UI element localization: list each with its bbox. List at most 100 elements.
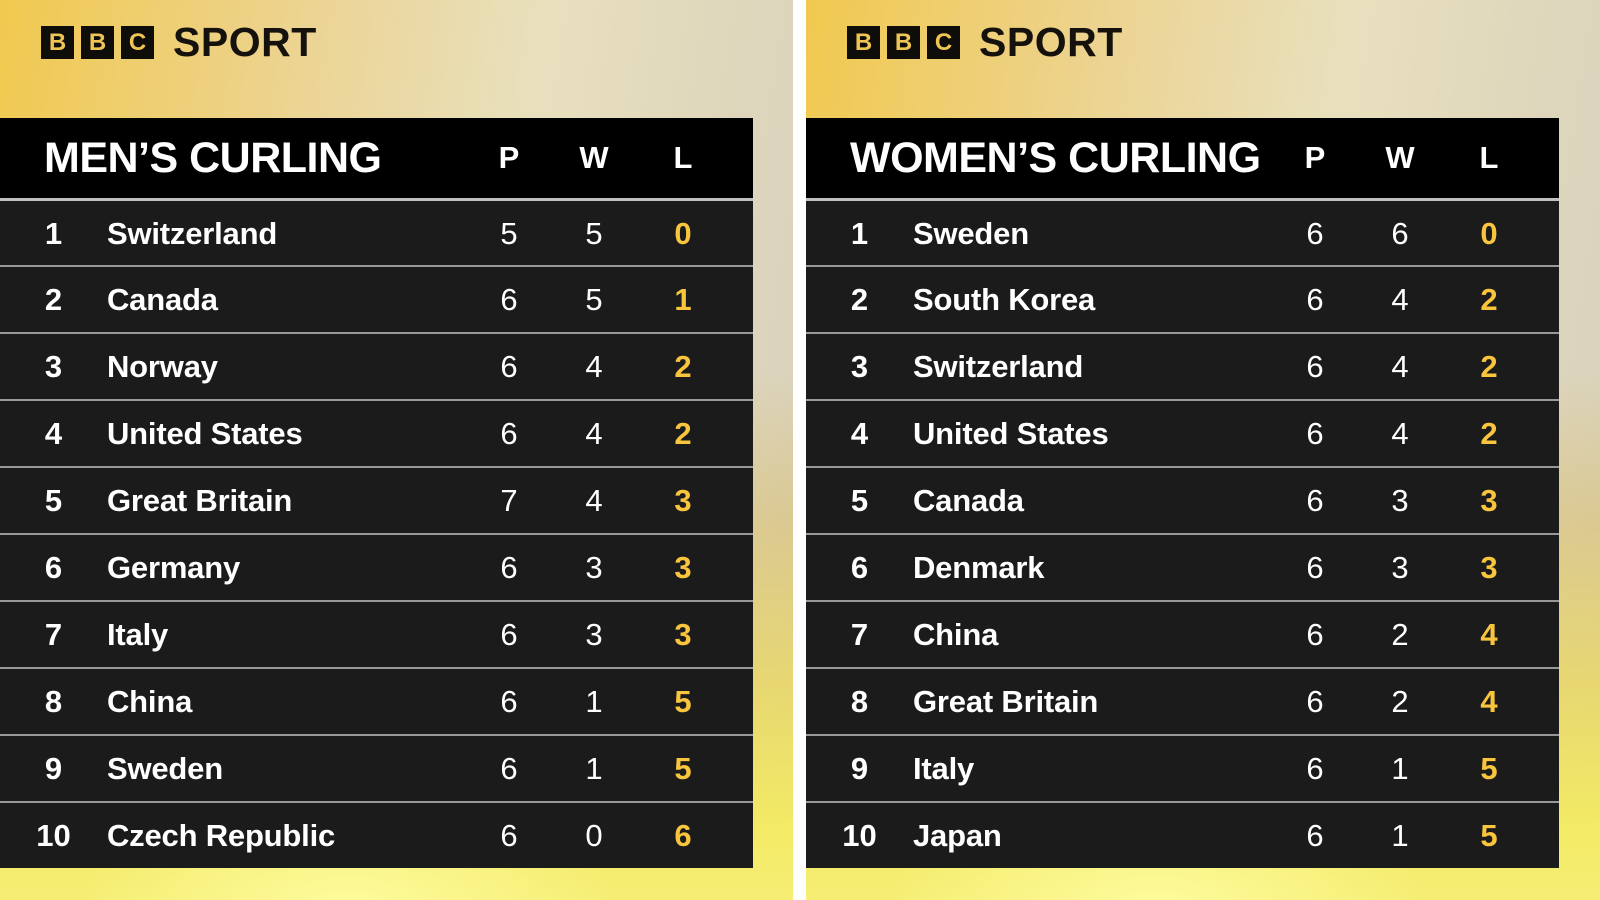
team-name: United States <box>107 416 303 451</box>
team-name: China <box>913 617 999 652</box>
stat-lost: 6 <box>674 818 692 853</box>
table-row: 7 Italy 6 3 3 <box>0 600 753 667</box>
team-name: Czech Republic <box>107 818 336 853</box>
stat-played: 6 <box>1306 215 1324 251</box>
stat-played: 6 <box>1306 282 1324 317</box>
bbc-logo-block: C <box>927 26 960 59</box>
table-row: 4 United States 6 4 2 <box>806 399 1559 466</box>
stat-won: 5 <box>585 282 603 317</box>
stat-lost: 0 <box>1480 215 1498 251</box>
stat-played: 5 <box>500 215 518 251</box>
rank: 7 <box>44 617 63 652</box>
stat-played: 6 <box>500 349 518 384</box>
stat-lost: 5 <box>1480 818 1498 853</box>
stat-played: 6 <box>1306 349 1324 384</box>
team-name: Great Britain <box>107 483 293 518</box>
table-row: 8 China 6 1 5 <box>0 667 753 734</box>
team-name: Italy <box>107 617 169 652</box>
rank: 2 <box>850 282 869 317</box>
stat-lost: 5 <box>674 684 692 719</box>
bbc-logo-letter: C <box>934 28 953 56</box>
rank: 5 <box>850 483 869 518</box>
stat-won: 4 <box>1391 349 1409 384</box>
stat-played: 6 <box>500 550 518 585</box>
panel-mens-curling: B B C SPORT MEN’S CURLING P W L 1 Switzer… <box>0 0 793 900</box>
table-row: 5 Great Britain 7 4 3 <box>0 466 753 533</box>
stat-played: 7 <box>500 483 518 518</box>
rank: 5 <box>44 483 63 518</box>
team-name: South Korea <box>913 282 1096 317</box>
womens-standings-table: WOMEN’S CURLING P W L 1 Sweden 6 6 0 2 South K… <box>806 118 1559 868</box>
bbc-logo-block: B <box>847 26 880 59</box>
team-name: United States <box>913 416 1109 451</box>
table-row: 1 Switzerland 5 5 0 <box>0 198 753 265</box>
rank: 10 <box>36 818 71 853</box>
column-header-won: W <box>1385 140 1415 175</box>
stat-lost: 2 <box>1480 416 1498 451</box>
sport-wordmark: SPORT <box>173 19 317 65</box>
stat-won: 4 <box>1391 282 1409 317</box>
team-name: Sweden <box>107 751 223 786</box>
table-row: 2 South Korea 6 4 2 <box>806 265 1559 332</box>
rank: 6 <box>850 550 869 585</box>
stat-played: 6 <box>500 282 518 317</box>
stat-won: 3 <box>585 617 603 652</box>
rank: 10 <box>842 818 877 853</box>
table-title: WOMEN’S CURLING <box>850 133 1261 182</box>
team-name: Switzerland <box>913 349 1084 384</box>
table-header: MEN’S CURLING P W L <box>0 118 753 198</box>
team-name: Canada <box>913 483 1024 518</box>
stat-played: 6 <box>1306 751 1324 786</box>
team-name: Switzerland <box>107 215 278 251</box>
stat-played: 6 <box>500 818 518 853</box>
bbc-logo-letter: B <box>854 28 873 56</box>
table-row: 3 Switzerland 6 4 2 <box>806 332 1559 399</box>
rank: 8 <box>850 684 869 719</box>
rank: 4 <box>850 416 869 451</box>
stat-played: 6 <box>500 416 518 451</box>
table-row: 6 Germany 6 3 3 <box>0 533 753 600</box>
panel-womens-curling: B B C SPORT WOMEN’S CURLING P W L 1 Swede… <box>806 0 1600 900</box>
stat-lost: 2 <box>1480 349 1498 384</box>
rank: 3 <box>850 349 869 384</box>
table-body: 1 Switzerland 5 5 0 2 Canada 6 5 1 3 Norway 6 4 2 4 Unit… <box>0 198 753 868</box>
column-header-lost: L <box>1479 140 1499 175</box>
stat-lost: 4 <box>1480 684 1498 719</box>
stat-lost: 2 <box>1480 282 1498 317</box>
stat-lost: 1 <box>674 282 692 317</box>
team-name: Japan <box>913 818 1002 853</box>
stat-lost: 3 <box>674 550 692 585</box>
stat-won: 1 <box>585 684 603 719</box>
stat-won: 4 <box>585 416 603 451</box>
stat-won: 6 <box>1391 215 1409 251</box>
team-name: China <box>107 684 193 719</box>
table-row: 6 Denmark 6 3 3 <box>806 533 1559 600</box>
team-name: Canada <box>107 282 218 317</box>
stat-played: 6 <box>1306 684 1324 719</box>
stat-won: 2 <box>1391 617 1409 652</box>
table-row: 3 Norway 6 4 2 <box>0 332 753 399</box>
stat-played: 6 <box>500 751 518 786</box>
stat-lost: 4 <box>1480 617 1498 652</box>
rank: 1 <box>44 215 63 251</box>
bbc-logo-letter: C <box>128 28 147 56</box>
table-row: 2 Canada 6 5 1 <box>0 265 753 332</box>
rank: 4 <box>44 416 63 451</box>
bbc-logo-letter: B <box>48 28 67 56</box>
stat-lost: 3 <box>674 483 692 518</box>
rank: 8 <box>44 684 63 719</box>
team-name: Denmark <box>913 550 1045 585</box>
bbc-sport-logo: B B C SPORT <box>847 22 1123 63</box>
table-row: 1 Sweden 6 6 0 <box>806 198 1559 265</box>
stat-won: 2 <box>1391 684 1409 719</box>
rank: 6 <box>44 550 63 585</box>
bbc-logo-letter: B <box>88 28 107 56</box>
rank: 3 <box>44 349 63 384</box>
stat-played: 6 <box>1306 550 1324 585</box>
stat-played: 6 <box>500 617 518 652</box>
stat-won: 1 <box>1391 818 1409 853</box>
panel-divider <box>793 0 806 900</box>
bbc-logo-block: B <box>41 26 74 59</box>
stat-won: 3 <box>585 550 603 585</box>
